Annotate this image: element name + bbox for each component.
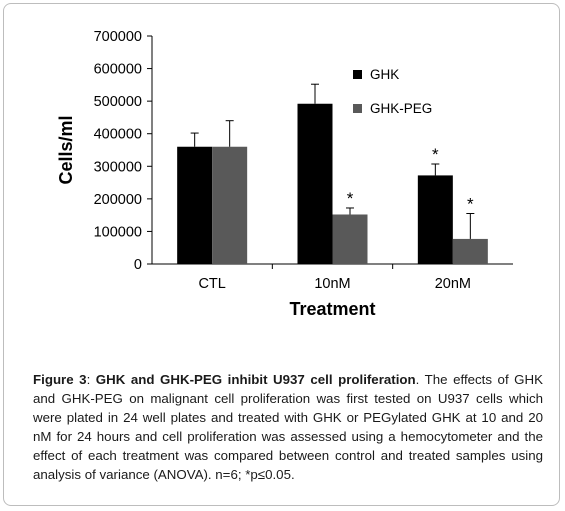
bar bbox=[177, 146, 213, 264]
x-axis-title: Treatment bbox=[289, 299, 375, 319]
caption-title: GHK and GHK-PEG inhibit U937 cell prolif… bbox=[95, 372, 416, 387]
legend-label: GHK-PEG bbox=[370, 101, 432, 116]
bar-chart: 0 100000 200000 300000 400000 500000 600000 700… bbox=[56, 29, 513, 319]
legend-label: GHK bbox=[370, 67, 399, 82]
caption-figure-label: Figure 3 bbox=[33, 372, 87, 387]
figure-caption: Figure 3: GHK and GHK-PEG inhibit U937 c… bbox=[33, 370, 543, 484]
y-axis-title: Cells/ml bbox=[56, 115, 76, 184]
caption-period: . bbox=[415, 372, 425, 387]
y-tick-label: 100000 bbox=[94, 224, 142, 240]
legend-swatch bbox=[353, 104, 362, 113]
caption-body: The effects of GHK and GHK-PEG on malign… bbox=[33, 372, 543, 482]
significance-marker: * bbox=[467, 195, 474, 214]
significance-marker: * bbox=[347, 189, 354, 208]
y-tick-label: 300000 bbox=[94, 159, 142, 175]
y-tick-label: 0 bbox=[134, 257, 142, 273]
y-tick-label: 200000 bbox=[94, 192, 142, 208]
bar bbox=[332, 214, 368, 264]
bar bbox=[297, 103, 333, 265]
bar bbox=[452, 238, 488, 264]
y-tick-label: 500000 bbox=[94, 94, 142, 110]
y-tick-label: 700000 bbox=[94, 29, 142, 45]
significance-marker: * bbox=[432, 145, 439, 164]
x-tick-label: 20nM bbox=[435, 276, 471, 292]
bar bbox=[417, 175, 453, 264]
y-tick-label: 400000 bbox=[94, 127, 142, 143]
legend-swatch bbox=[353, 70, 362, 79]
x-tick-label: CTL bbox=[198, 276, 225, 292]
y-tick-label: 600000 bbox=[94, 62, 142, 78]
caption-separator: : bbox=[86, 372, 96, 387]
bar bbox=[212, 146, 248, 264]
x-tick-label: 10nM bbox=[314, 276, 350, 292]
